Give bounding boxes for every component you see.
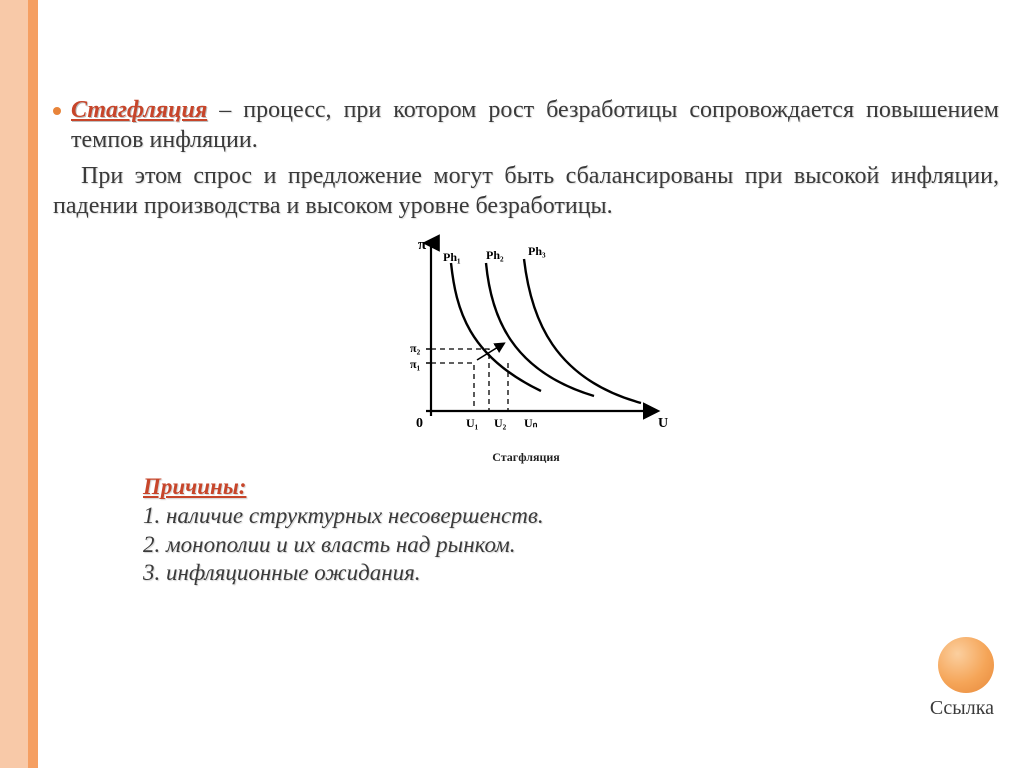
- decorative-circle-icon: [938, 637, 994, 693]
- curve-label-ph3: Ph₃: [528, 244, 546, 258]
- bullet-icon: [53, 107, 61, 115]
- link-label[interactable]: Ссылка: [930, 697, 994, 720]
- x-axis-label: U: [658, 416, 668, 431]
- y-tick-pi1: π₁: [410, 357, 421, 371]
- x-tick-un: Uₙ: [524, 416, 538, 430]
- paragraph-2: При этом спрос и предложение могут быть …: [53, 161, 999, 221]
- reasons-title: Причины:: [143, 473, 999, 502]
- origin-label: 0: [416, 416, 423, 431]
- term: Стагфляция: [71, 97, 207, 123]
- reason-item: 1. наличие структурных несовершенств.: [143, 502, 999, 531]
- x-tick-u1: U₁: [466, 416, 479, 430]
- reason-item: 3. инфляционные ожидания.: [143, 559, 999, 588]
- accent-stripe: [28, 0, 38, 768]
- curve-label-ph2: Ph₂: [486, 248, 504, 262]
- reasons-block: Причины: 1. наличие структурных несоверш…: [143, 473, 999, 588]
- slide: Стагфляция – процесс, при котором рост б…: [0, 0, 1024, 768]
- curve-label-ph1: Ph₁: [443, 250, 461, 264]
- phillips-curves-chart: π U 0 π₂ π₁ U₁ U₂ Uₙ: [376, 231, 676, 441]
- x-tick-u2: U₂: [494, 416, 507, 430]
- reason-item: 2. монополии и их власть над рынком.: [143, 531, 999, 560]
- curve-ph3: [524, 259, 641, 403]
- definition-text: – процесс, при котором рост безработицы …: [71, 97, 999, 153]
- definition-block: Стагфляция – процесс, при котором рост б…: [53, 95, 999, 155]
- y-tick-pi2: π₂: [410, 341, 421, 355]
- chart-container: π U 0 π₂ π₁ U₁ U₂ Uₙ: [53, 231, 999, 465]
- dash-line-2: [431, 363, 474, 411]
- content-area: Стагфляция – процесс, при котором рост б…: [53, 95, 999, 588]
- curve-ph2: [486, 263, 594, 396]
- definition-paragraph: Стагфляция – процесс, при котором рост б…: [71, 95, 999, 155]
- chart-caption: Стагфляция: [53, 450, 999, 465]
- y-axis-label: π: [418, 237, 427, 253]
